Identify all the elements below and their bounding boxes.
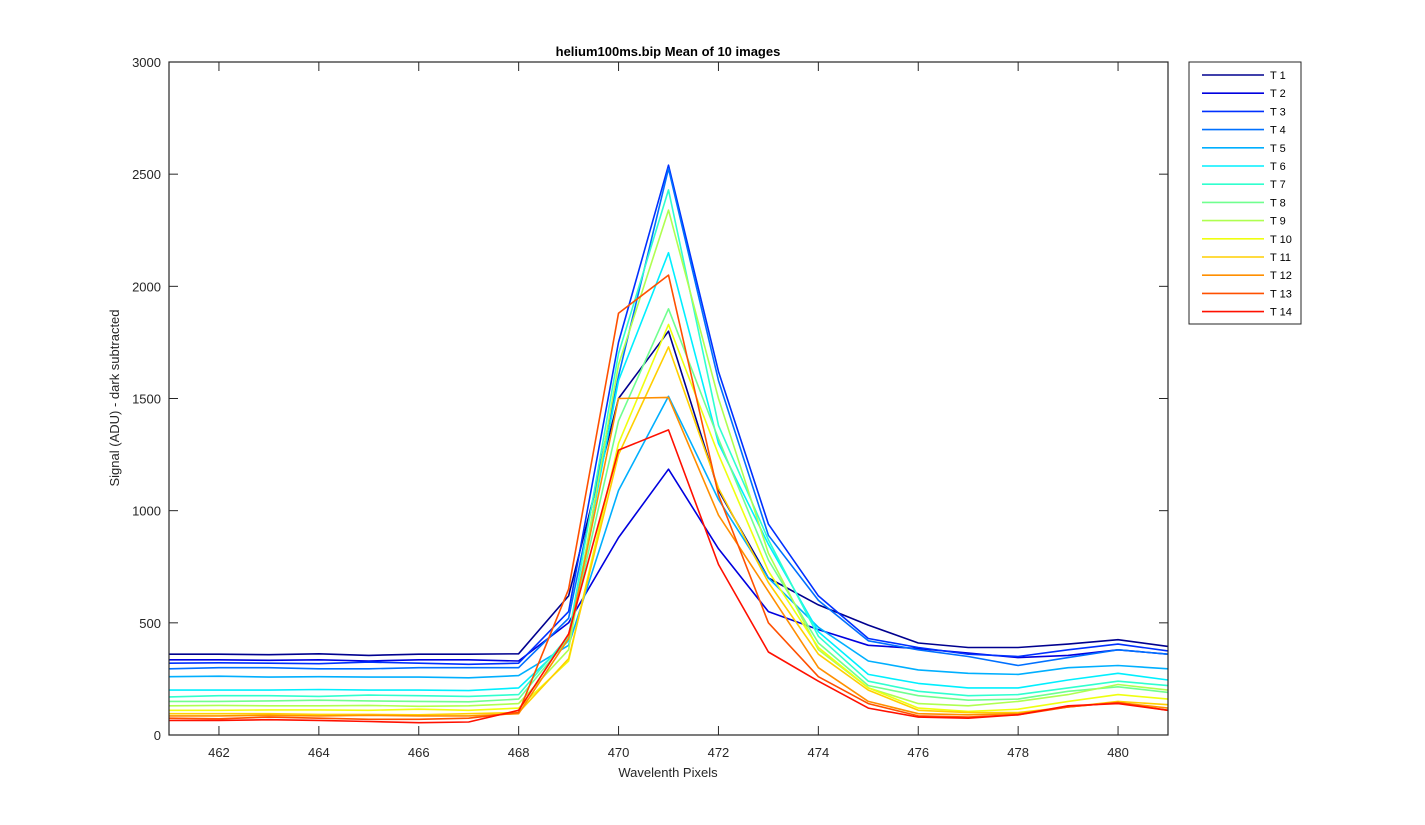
legend-label: T 5 [1270, 143, 1286, 155]
x-axis: 462 464 466 468 470 472 474 476 478 480 [208, 62, 1129, 760]
legend-label: T 9 [1270, 216, 1286, 228]
x-tick-label: 476 [907, 745, 929, 760]
series-line-3 [168, 164, 1169, 666]
x-axis-label: Wavelenth Pixels [618, 765, 718, 780]
series-line-9 [168, 209, 1169, 708]
y-axis-label: Signal (ADU) - dark subtracted [107, 309, 122, 486]
legend-item-6: T 6 [1202, 161, 1286, 173]
series-line-12 [169, 396, 1169, 717]
legend-item-14: T 14 [1202, 307, 1292, 319]
legend-label: T 7 [1270, 179, 1286, 191]
y-tick-label: 3000 [132, 55, 161, 70]
legend-label: T 14 [1270, 307, 1292, 319]
legend-label: T 10 [1270, 234, 1292, 246]
legend-item-13: T 13 [1202, 288, 1292, 300]
legend-label: T 1 [1270, 70, 1286, 82]
legend-label: T 2 [1270, 88, 1286, 100]
y-tick-label: 1500 [132, 392, 161, 407]
x-tick-label: 474 [807, 745, 829, 760]
legend-label: T 4 [1270, 125, 1286, 137]
y-tick-label: 0 [154, 728, 161, 743]
legend-label: T 13 [1270, 288, 1292, 300]
legend-item-11: T 11 [1202, 252, 1291, 264]
y-tick-label: 1000 [132, 504, 161, 519]
chart-title: helium100ms.bip Mean of 10 images [556, 44, 781, 59]
legend-item-12: T 12 [1202, 270, 1292, 282]
series-line-6 [169, 251, 1169, 692]
legend-label: T 6 [1270, 161, 1286, 173]
legend: T 1 T 2 T 3 T 4 T 5 T 6 T 7 T 8 T 9 T 10 T 11 T 12 T… [1188, 61, 1302, 325]
legend-item-3: T 3 [1202, 106, 1286, 118]
y-tick-label: 2000 [132, 279, 161, 294]
series-line-11 [169, 346, 1169, 716]
series-line-7 [168, 189, 1169, 698]
legend-item-8: T 8 [1202, 197, 1286, 209]
legend-item-2: T 2 [1202, 88, 1286, 100]
y-tick-label: 500 [139, 616, 161, 631]
legend-item-4: T 4 [1202, 125, 1286, 137]
series-line-10 [169, 323, 1169, 713]
x-tick-label: 480 [1107, 745, 1129, 760]
series-line-4 [168, 167, 1169, 670]
legend-item-5: T 5 [1202, 143, 1286, 155]
legend-label: T 3 [1270, 106, 1286, 118]
legend-item-10: T 10 [1202, 234, 1292, 246]
legend-label: T 12 [1270, 270, 1292, 282]
x-tick-label: 472 [708, 745, 730, 760]
x-tick-label: 462 [208, 745, 230, 760]
legend-item-9: T 9 [1202, 216, 1286, 228]
legend-label: T 11 [1270, 252, 1291, 264]
legend-label: T 8 [1270, 197, 1286, 209]
series-layer [168, 164, 1169, 724]
x-tick-label: 464 [308, 745, 330, 760]
series-line-1 [169, 330, 1169, 657]
y-axis: 0 500 1000 1500 2000 2500 3000 [132, 55, 1168, 743]
y-tick-label: 2500 [132, 167, 161, 182]
x-tick-label: 478 [1007, 745, 1029, 760]
x-tick-label: 466 [408, 745, 430, 760]
series-line-8 [169, 307, 1169, 703]
legend-item-7: T 7 [1202, 179, 1286, 191]
legend-item-1: T 1 [1202, 70, 1286, 82]
legend-box [1188, 61, 1302, 325]
x-tick-label: 468 [508, 745, 530, 760]
series-line-14 [169, 429, 1169, 724]
x-tick-label: 470 [608, 745, 630, 760]
series-line-5 [168, 395, 1169, 679]
